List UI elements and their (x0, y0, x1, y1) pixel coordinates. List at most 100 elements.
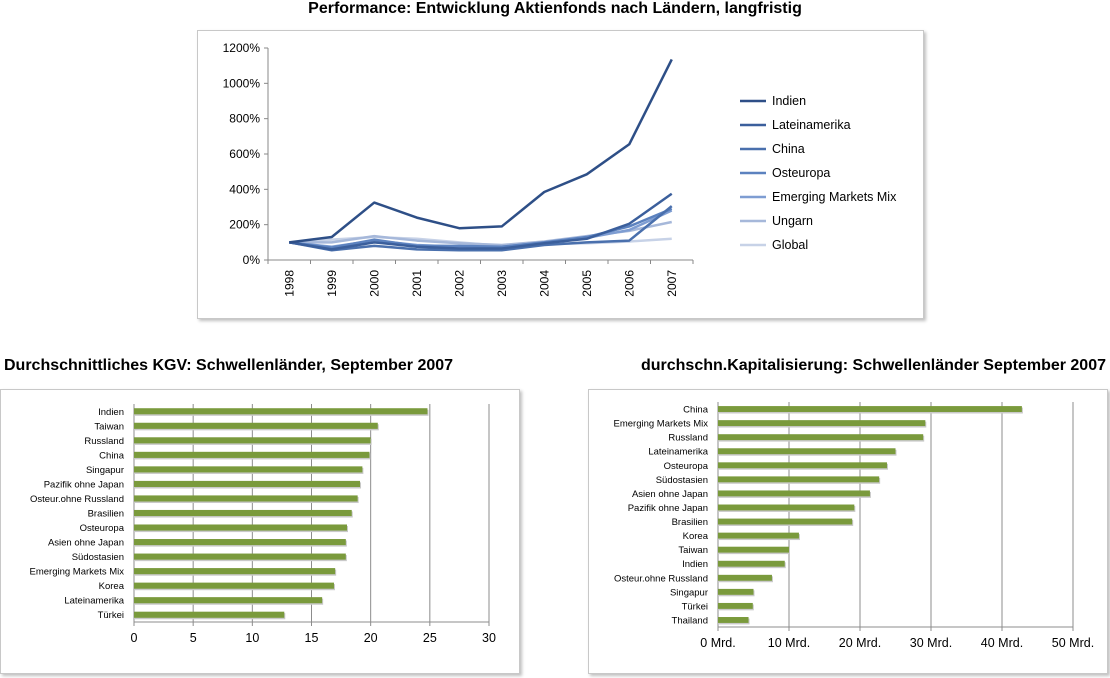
bar (134, 451, 370, 458)
category-label: Thailand (672, 615, 708, 626)
bar (718, 490, 870, 497)
x-tick-label: 2005 (580, 270, 594, 297)
category-label: Südostasien (656, 475, 708, 486)
x-tick-label: 40 Mrd. (981, 636, 1023, 650)
category-label: Taiwan (678, 545, 708, 556)
x-tick-label: 25 (423, 631, 437, 645)
category-label: Pazifik ohne Japan (628, 503, 708, 514)
bar (134, 437, 371, 444)
y-tick-label: 1000% (223, 76, 261, 90)
legend-label: Global (772, 238, 808, 252)
series-line-china (289, 205, 673, 252)
y-tick-label: 800% (229, 112, 260, 126)
category-label: Emerging Markets Mix (30, 567, 125, 578)
legend-label: Emerging Markets Mix (772, 190, 897, 204)
category-label: Asien ohne Japan (48, 538, 124, 549)
category-label: Lateinamerika (648, 447, 708, 458)
series-line-lateinamerika (289, 192, 673, 251)
x-tick-label: 0 (131, 631, 138, 645)
x-tick-label: 2000 (367, 270, 381, 297)
bar (134, 422, 378, 429)
bar (718, 560, 785, 567)
bar (718, 588, 754, 595)
category-label: Russland (668, 433, 708, 444)
category-label: Osteur.ohne Russland (30, 494, 124, 505)
bar (134, 553, 346, 560)
bar (718, 532, 799, 539)
bar (134, 408, 428, 415)
category-label: Asien ohne Japan (632, 489, 708, 500)
legend-label: Indien (772, 94, 806, 108)
category-label: China (683, 405, 709, 416)
bar (134, 582, 334, 589)
category-label: Russland (84, 436, 124, 447)
y-tick-label: 400% (229, 182, 260, 196)
performance-chart-title: Performance: Entwicklung Aktienfonds nac… (308, 0, 802, 17)
x-tick-label: 20 (364, 631, 378, 645)
x-tick-label: 30 Mrd. (910, 636, 952, 650)
bar (134, 466, 363, 473)
series-line-indien (289, 58, 673, 244)
category-label: Türkei (98, 610, 124, 621)
x-tick-label: 5 (190, 631, 197, 645)
kgv-chart-title: Durchschnittliches KGV: Schwellenländer,… (4, 357, 454, 374)
y-tick-label: 200% (229, 218, 260, 232)
bar (134, 568, 336, 575)
bar (718, 602, 753, 609)
x-tick-label: 15 (305, 631, 319, 645)
x-tick-label: 50 Mrd. (1052, 636, 1094, 650)
x-tick-label: 10 (245, 631, 259, 645)
category-label: Osteuropa (664, 461, 709, 472)
kapitalisierung-chart: 0 Mrd. 10 Mrd. 20 Mrd. 30 Mrd. 40 Mrd. 50 Mrd… (614, 402, 1094, 650)
category-label: Brasilien (88, 509, 124, 520)
bar (718, 462, 887, 469)
category-label: Singapur (670, 587, 708, 598)
category-label: Emerging Markets Mix (614, 419, 709, 430)
bar (718, 574, 772, 581)
performance-chart: 0% 200% 400% 600% 800% 1000% 1200% 1998 1999 2000… (223, 41, 897, 297)
bar (134, 611, 285, 618)
category-label: Korea (683, 531, 709, 542)
x-tick-label: 2002 (452, 270, 466, 297)
bar (718, 420, 926, 427)
legend-label: Osteuropa (772, 166, 830, 180)
category-label: Osteuropa (80, 523, 125, 534)
category-label: Taiwan (94, 421, 124, 432)
x-tick-label: 30 (482, 631, 496, 645)
x-tick-label: 2004 (537, 270, 551, 297)
category-label: Indien (682, 559, 708, 570)
bar (718, 406, 1022, 412)
category-label: Türkei (682, 601, 708, 612)
category-label: Indien (98, 407, 124, 418)
performance-chart-panel: 0% 200% 400% 600% 800% 1000% 1200% 1998 1999 2000… (197, 30, 924, 319)
bar (718, 504, 855, 511)
x-tick-label: 2006 (622, 270, 636, 297)
legend-label: Ungarn (772, 214, 813, 228)
bar (718, 448, 896, 455)
category-label: Osteur.ohne Russland (614, 573, 708, 584)
bar (718, 518, 853, 525)
x-tick-label: 1998 (282, 270, 296, 297)
category-label: Brasilien (672, 517, 708, 528)
bar (718, 546, 789, 553)
bar (718, 434, 924, 441)
bar (134, 524, 347, 531)
bar (718, 617, 749, 623)
x-tick-label: 20 Mrd. (839, 636, 881, 650)
bar (134, 495, 358, 502)
x-tick-label: 2003 (495, 270, 509, 297)
x-tick-label: 2001 (410, 270, 424, 297)
bar (134, 539, 346, 546)
legend-label: China (772, 142, 805, 156)
kgv-chart: 0 5 10 15 20 25 30 Indien Taiwan Russland China Sin… (30, 404, 496, 645)
category-label: Pazifik ohne Japan (44, 479, 124, 490)
kapitalisierung-chart-title: durchschn.Kapitalisierung: Schwellenländ… (640, 357, 1106, 374)
category-label: Lateinamerika (64, 596, 124, 607)
legend-label: Lateinamerika (772, 118, 851, 132)
x-tick-label: 10 Mrd. (768, 636, 810, 650)
x-tick-label: 2007 (665, 270, 679, 297)
kapitalisierung-chart-panel: 0 Mrd. 10 Mrd. 20 Mrd. 30 Mrd. 40 Mrd. 50 Mrd… (588, 389, 1108, 674)
bar (718, 476, 880, 483)
y-tick-label: 1200% (223, 41, 261, 55)
x-tick-label: 0 Mrd. (700, 636, 735, 650)
